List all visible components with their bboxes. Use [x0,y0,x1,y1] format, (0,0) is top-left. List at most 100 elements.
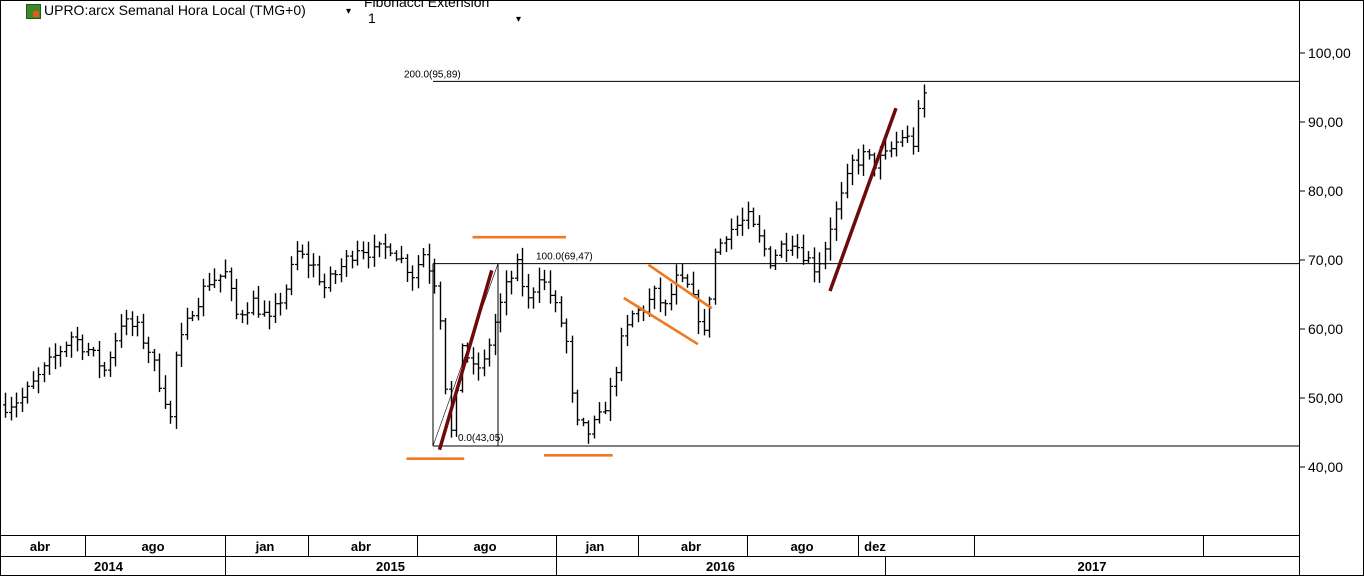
year-label: 2016 [706,559,735,574]
ohlc-bar [812,247,817,283]
ohlc-bar [740,207,745,236]
ohlc-bar [751,207,756,228]
ohlc-bar [47,347,52,375]
month-label: abr [681,539,701,554]
ohlc-bar [575,389,580,426]
ohlc-bar [625,314,630,347]
price-axis-label: 40,00 [1308,459,1343,475]
ohlc-bar [427,243,432,284]
ohlc-bar [251,290,256,316]
ohlc-bar [333,270,338,284]
ohlc-bar [306,241,311,279]
ohlc-bar [718,238,723,255]
ohlc-bar [735,215,740,236]
ohlc-bar [91,346,96,357]
price-axis-label: 50,00 [1308,390,1343,406]
ohlc-bar [80,334,85,361]
ohlc-bar [377,241,382,258]
ohlc-bar [702,308,707,336]
month-label: ago [473,539,496,554]
trend-line[interactable] [828,107,898,292]
ohlc-bar [36,367,41,394]
ohlc-bar [883,139,888,160]
ohlc-bar [806,251,811,263]
ohlc-bar [482,349,487,377]
ohlc-bar [300,244,305,259]
ohlc-bar [350,250,355,269]
price-axis-label: 100,00 [1308,45,1351,61]
ohlc-bar [339,258,344,283]
ohlc-bar [262,300,267,317]
trend-line[interactable] [437,269,494,451]
ohlc-bar [828,217,833,261]
ohlc-bar [531,287,536,309]
instrument-title[interactable]: UPRO:arcx Semanal Hora Local (TMG+0) [44,2,306,18]
ohlc-bar [845,163,850,199]
instrument-dropdown-chevron-icon[interactable]: ▾ [346,6,352,17]
ohlc-bar [328,266,333,292]
ohlc-bar [64,341,69,357]
study-name[interactable]: Fibonacci Extension [364,0,490,10]
study-value[interactable]: 1 [368,10,376,26]
ohlc-bar [399,245,404,264]
ohlc-bar [658,277,663,313]
ohlc-bar [179,322,184,368]
ohlc-bar [790,235,795,256]
ohlc-bar [707,296,712,338]
ohlc-bar [817,252,822,283]
ohlc-bar [163,375,168,409]
ohlc-bar [515,253,520,282]
ohlc-bar [581,417,586,427]
ohlc-bar [223,259,228,279]
ohlc-bar [196,297,201,321]
ohlc-bar [713,248,718,305]
ohlc-bar [361,241,366,260]
ohlc-bar [25,381,30,404]
ohlc-bar [504,270,509,316]
ohlc-bar [31,371,36,389]
channel-line[interactable] [623,296,699,346]
month-label: ago [141,539,164,554]
month-label: jan [585,539,605,554]
ohlc-bar [267,300,272,330]
ohlc-bar [317,255,322,286]
ohlc-bar [355,240,360,266]
fib-level-label: 0.0(43,05) [458,433,504,444]
ohlc-bar [256,285,261,318]
ohlc-bar [795,234,800,259]
ohlc-bar [773,249,778,271]
ohlc-bar [383,233,388,259]
ohlc-bar [603,401,608,415]
ohlc-bar [86,342,91,357]
ohlc-bar [861,144,866,176]
ohlc-bar [614,366,619,397]
ohlc-bar [586,420,591,444]
year-label: 2017 [1078,559,1107,574]
ohlc-bar [537,267,542,303]
ohlc-bar [911,127,916,155]
ohlc-bar [779,240,784,258]
ohlc-bar [366,241,371,269]
ohlc-bar [97,340,102,379]
study-dropdown-chevron-icon[interactable]: ▾ [516,14,522,25]
ohlc-bar [3,392,8,418]
ohlc-bar [273,293,278,323]
ohlc-bar [597,402,602,424]
ohlc-bar [839,181,844,220]
ohlc-bar [652,285,657,310]
app-logo-icon [26,4,41,19]
ohlc-bar [157,353,162,393]
ohlc-bar [493,313,498,356]
ohlc-bar [498,293,503,333]
month-label: ago [790,539,813,554]
ohlc-bar [438,281,443,330]
ohlc-bar [289,256,294,296]
ohlc-bar [548,270,553,304]
ohlc-bar [212,268,217,289]
ohlc-bar [168,400,173,424]
channel-line[interactable] [647,263,713,310]
ohlc-bar [564,318,569,354]
ohlc-bar [476,352,481,381]
ohlc-bar [553,290,558,313]
